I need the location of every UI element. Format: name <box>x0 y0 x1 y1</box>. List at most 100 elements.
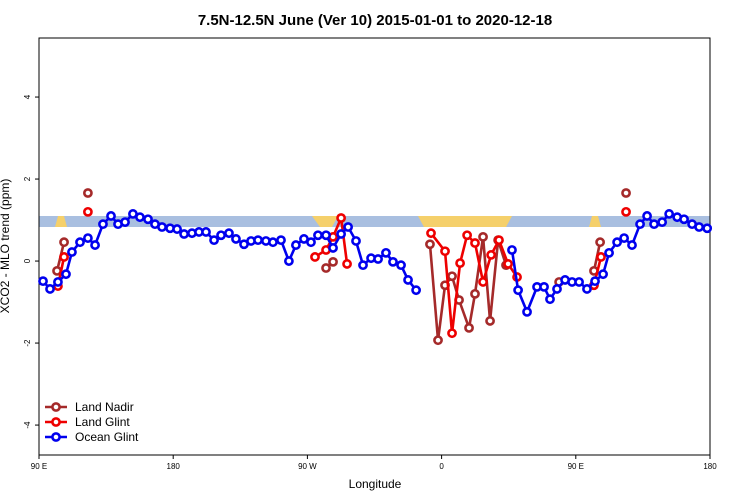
plot-frame <box>38 37 711 456</box>
x-axis-label: Longitude <box>349 477 402 491</box>
y-tick-label: -2 <box>23 339 32 347</box>
point <box>328 256 338 267</box>
point <box>426 228 436 239</box>
point <box>52 265 62 276</box>
point <box>589 265 599 276</box>
point <box>373 254 383 264</box>
legend-marker <box>51 402 61 412</box>
point <box>59 252 69 262</box>
point <box>179 229 189 239</box>
point <box>595 237 606 248</box>
point <box>425 239 435 250</box>
point <box>328 243 338 253</box>
x-tick-label: 90 E <box>568 462 584 471</box>
point <box>284 256 294 266</box>
land-patch <box>418 216 512 227</box>
point <box>470 238 480 248</box>
point <box>157 222 167 232</box>
point <box>321 230 331 241</box>
point <box>574 277 584 287</box>
point <box>433 335 443 346</box>
point <box>447 328 457 339</box>
point <box>75 237 85 248</box>
point <box>98 219 108 230</box>
point <box>411 285 422 296</box>
point <box>120 217 130 228</box>
point <box>38 276 48 287</box>
point <box>83 233 93 243</box>
point <box>59 237 69 248</box>
point <box>343 222 354 232</box>
point <box>621 206 631 217</box>
point <box>342 259 352 269</box>
point <box>598 269 608 280</box>
land-patch <box>312 216 338 227</box>
point <box>336 229 346 239</box>
point <box>216 230 226 241</box>
point <box>291 240 301 250</box>
point <box>440 246 450 257</box>
point <box>545 294 555 305</box>
x-tick-label: 90 E <box>31 462 47 471</box>
point <box>403 275 413 285</box>
point <box>619 233 630 243</box>
point <box>90 240 100 250</box>
point <box>503 259 514 269</box>
land-patch <box>589 216 601 227</box>
x-tick-label: 180 <box>703 462 717 471</box>
point <box>464 322 474 333</box>
point <box>649 219 659 230</box>
point <box>61 269 71 280</box>
legend-label: Land Nadir <box>75 400 134 414</box>
y-axis-label: XCO2 - MLO trend (ppm) <box>0 179 12 314</box>
point <box>604 247 614 258</box>
legend-marker <box>51 432 61 442</box>
point <box>702 223 713 234</box>
point <box>253 235 263 246</box>
point <box>321 263 331 273</box>
point <box>679 214 689 225</box>
point <box>552 284 562 294</box>
x-tick-label: 180 <box>167 462 181 471</box>
point <box>447 271 457 282</box>
point <box>494 235 504 246</box>
point <box>224 228 234 239</box>
map-strip <box>39 216 710 227</box>
point <box>209 235 219 246</box>
land-patch <box>55 216 67 227</box>
point <box>513 285 523 296</box>
point <box>276 235 286 246</box>
point <box>67 247 77 257</box>
point <box>582 284 592 294</box>
point <box>106 211 116 221</box>
point <box>83 188 93 198</box>
point <box>455 258 465 269</box>
point <box>664 209 675 219</box>
legend-marker <box>51 417 61 427</box>
point <box>478 231 488 242</box>
point <box>172 224 182 234</box>
legend-label: Ocean Glint <box>75 430 139 444</box>
point <box>612 237 623 248</box>
point <box>478 277 488 287</box>
point <box>596 252 606 262</box>
x-tick-label: 0 <box>439 462 444 471</box>
point <box>396 260 406 271</box>
point <box>306 237 316 248</box>
point <box>694 222 705 232</box>
chart-title: 7.5N-12.5N June (Ver 10) 2015-01-01 to 2… <box>198 12 552 29</box>
point <box>268 237 278 248</box>
point <box>201 227 211 237</box>
point <box>135 212 145 223</box>
point <box>627 240 637 250</box>
x-tick-label: 90 W <box>298 462 317 471</box>
point <box>143 214 153 225</box>
point <box>590 276 600 287</box>
legend-label: Land Glint <box>75 415 130 429</box>
point <box>310 252 320 262</box>
point <box>381 247 391 258</box>
point <box>53 277 63 287</box>
point <box>486 250 497 260</box>
point <box>657 217 668 228</box>
point <box>539 281 549 292</box>
